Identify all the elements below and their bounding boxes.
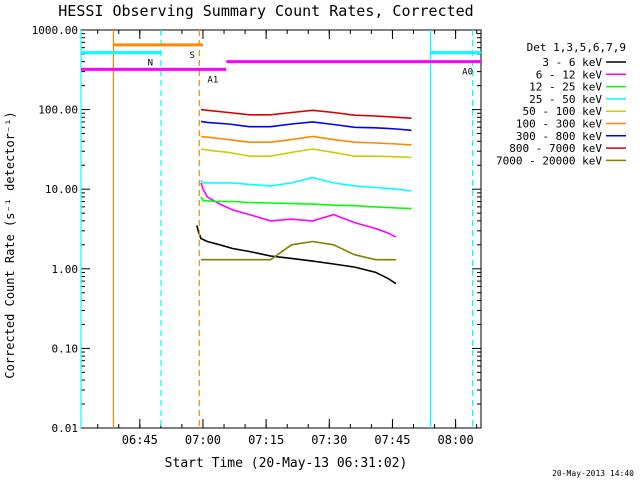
series-line bbox=[200, 176, 412, 192]
series-line bbox=[200, 148, 412, 159]
series-line bbox=[200, 120, 412, 132]
flag-label: S bbox=[190, 51, 195, 61]
legend-title: Det 1,3,5,6,7,9 bbox=[527, 41, 626, 54]
y-tick-label: 1000.00 bbox=[32, 24, 78, 37]
series-layer bbox=[196, 108, 412, 285]
series-line bbox=[201, 240, 396, 261]
x-tick-label: 07:15 bbox=[248, 433, 284, 447]
x-axis-label: Start Time (20-May-13 06:31:02) bbox=[165, 456, 408, 471]
y-tick-label: 10.00 bbox=[45, 183, 78, 196]
legend-label: 50 - 100 keV bbox=[523, 105, 603, 118]
legend-label: 3 - 6 keV bbox=[542, 56, 602, 69]
legend-label: 7000 - 20000 keV bbox=[496, 154, 602, 167]
y-tick-label: 0.01 bbox=[52, 422, 79, 435]
axes: 1000.00 100.00 10.00 1.00 0.10 0.01 06:45 07:00… bbox=[32, 24, 482, 447]
plot-frame bbox=[80, 29, 482, 429]
flags-layer: S N A0 A1 bbox=[80, 30, 481, 428]
y-tick-label: 100.00 bbox=[38, 104, 78, 117]
series-line bbox=[200, 182, 397, 238]
x-tick-label: 08:00 bbox=[438, 433, 474, 447]
legend-label: 100 - 300 keV bbox=[516, 118, 602, 131]
x-tick-label: 07:30 bbox=[311, 433, 347, 447]
x-tick-label: 07:00 bbox=[185, 433, 221, 447]
y-tick-label: 0.10 bbox=[52, 342, 79, 355]
y-axis-label: Corrected Count Rate (s⁻¹ detector⁻¹) bbox=[3, 111, 17, 378]
legend-label: 12 - 25 keV bbox=[529, 81, 602, 94]
footer-timestamp: 20-May-2013 14:40 bbox=[552, 469, 634, 478]
flag-label: A1 bbox=[207, 75, 218, 85]
chart-title: HESSI Observing Summary Count Rates, Cor… bbox=[58, 2, 473, 20]
x-tick-label: 06:45 bbox=[122, 433, 158, 447]
legend-label: 300 - 800 keV bbox=[516, 130, 602, 143]
flag-label: N bbox=[148, 59, 153, 69]
series-line bbox=[200, 135, 412, 146]
series-line bbox=[200, 108, 412, 119]
legend-label: 6 - 12 keV bbox=[536, 68, 603, 81]
y-tick-label: 1.00 bbox=[52, 263, 79, 276]
series-line bbox=[196, 225, 397, 285]
flag-label: A0 bbox=[462, 68, 473, 78]
legend-label: 800 - 7000 keV bbox=[509, 142, 602, 155]
legend-label: 25 - 50 keV bbox=[529, 93, 602, 106]
series-line bbox=[200, 196, 412, 210]
x-tick-label: 07:45 bbox=[374, 433, 410, 447]
